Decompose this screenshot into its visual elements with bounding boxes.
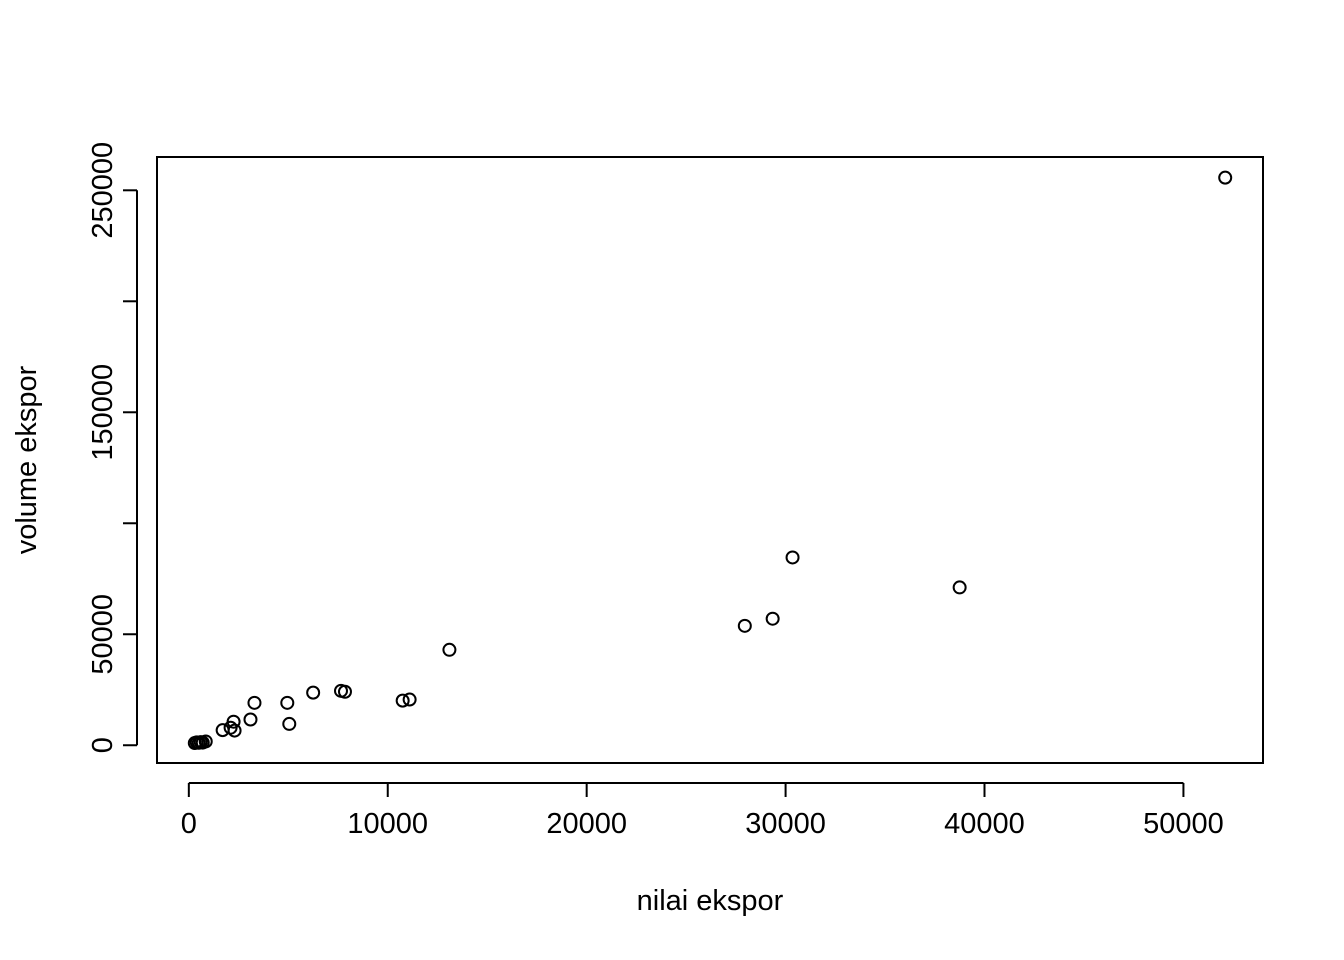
x-tick-label: 30000 [745,808,826,840]
x-tick-label: 10000 [347,808,428,840]
y-tick-label: 250000 [87,142,119,239]
data-point [442,642,457,657]
data-point [1218,170,1233,185]
x-axis: 0 10000 20000 30000 40000 50000 [181,782,1224,840]
x-tick-label: 50000 [1143,808,1224,840]
data-point [737,618,752,633]
y-tick-label: 150000 [87,364,119,461]
x-tick-label: 20000 [546,808,627,840]
y-tick-label: 0 [87,737,119,753]
data-point [247,695,262,710]
data-point [402,692,417,707]
data-point [282,716,297,731]
y-axis-title: volume ekspor [11,365,43,554]
data-point [227,723,242,738]
plot-frame [156,156,1264,764]
data-points [187,170,1233,751]
data-point [215,723,230,738]
x-tick-label: 40000 [944,808,1025,840]
data-point [785,550,800,565]
data-point [198,734,213,749]
y-tick-label: 50000 [87,594,119,675]
data-point [337,684,352,699]
data-point [243,712,258,727]
data-point [280,695,295,710]
x-axis-title: nilai ekspor [637,885,784,917]
data-point [226,714,241,729]
data-point [765,611,780,626]
data-point [952,580,967,595]
y-axis: 0 50000 150000 250000 [87,142,138,753]
data-point [395,693,410,708]
x-tick-label: 0 [181,808,197,840]
data-point [306,685,321,700]
